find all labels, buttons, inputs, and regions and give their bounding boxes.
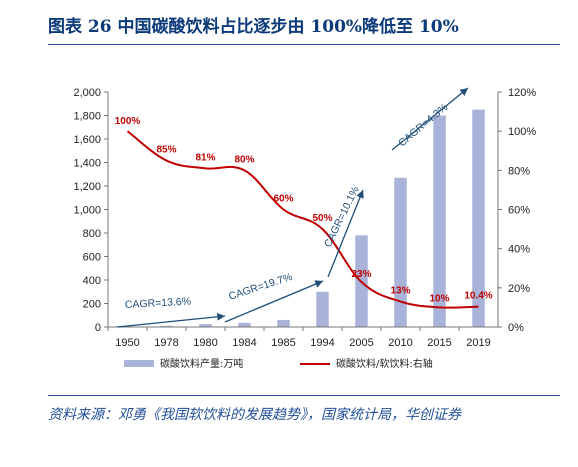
cagr-label: CAGR=19.7% [227,271,294,303]
ratio-data-label: 10% [429,293,449,304]
y-left-tick-label: 1,400 [73,158,101,170]
x-tick-label: 1994 [310,337,334,349]
cagr-arrow [327,189,364,278]
chart-title: 图表 26 中国碳酸饮料占比逐步由 100%降低至 10% [48,17,459,37]
bar-2010 [394,177,407,327]
bar-2015 [433,115,446,327]
ratio-data-label: 60% [273,194,293,205]
source-divider [48,395,560,396]
ratio-data-label: 100% [115,116,141,127]
y-right-tick-label: 120% [508,87,536,99]
title-divider [48,44,560,45]
bar-1994 [316,291,329,327]
x-tick-label: 1950 [115,337,139,349]
ratio-data-label: 23% [351,269,371,280]
y-left-tick-label: 1,600 [73,134,101,146]
y-right-tick-label: 40% [508,244,530,256]
x-tick-label: 1980 [193,337,217,349]
bar-1985 [277,319,290,327]
ratio-data-label: 13% [390,286,410,297]
legend-label-line: 碳酸饮料/软饮料:右轴 [336,357,433,370]
x-tick-label: 1985 [271,337,295,349]
x-tick-label: 2010 [388,337,412,349]
y-left-tick-label: 0 [95,322,101,334]
ratio-data-label: 85% [156,145,176,156]
bar-1984 [238,322,251,327]
bar-1980 [199,324,212,327]
ratio-data-label: 10.4% [464,291,492,302]
x-tick-label: 1984 [232,337,256,349]
y-right-tick-label: 0% [508,322,524,334]
y-right-tick-label: 60% [508,205,530,217]
source-note: 资料来源：邓勇《我国软饮料的发展趋势》，国家统计局，华创证券 [48,407,461,423]
cagr-arrow [116,312,226,328]
x-tick-label: 1978 [154,337,178,349]
ratio-line [126,130,479,309]
y-left-tick-label: 400 [83,275,101,287]
y-left-tick-label: 200 [83,299,101,311]
y-right-tick-label: 100% [508,126,536,138]
cagr-arrow [391,87,469,151]
y-right-tick-label: 20% [508,283,530,295]
ratio-data-label: 81% [195,152,215,163]
y-left-tick-label: 2,000 [73,87,101,99]
ratio-data-label: 80% [234,154,254,165]
bar-1978 [160,325,173,327]
legend-label-bar: 碳酸饮料产量:万吨 [160,357,243,370]
x-tick-label: 2005 [349,337,373,349]
y-left-tick-label: 1,800 [73,111,101,123]
y-left-tick-label: 1,200 [73,181,101,193]
y-left-tick-label: 1,000 [73,205,101,217]
y-left-tick-label: 600 [83,252,101,264]
ratio-data-label: 50% [312,213,332,224]
x-tick-label: 2015 [427,337,451,349]
x-tick-label: 2019 [466,337,490,349]
bar-2019 [472,109,485,327]
cagr-label: CAGR=13.6% [125,296,192,311]
cagr-arrow [224,280,324,323]
legend-swatch-bar [124,360,154,367]
y-right-tick-label: 80% [508,165,530,177]
y-left-tick-label: 800 [83,228,101,240]
